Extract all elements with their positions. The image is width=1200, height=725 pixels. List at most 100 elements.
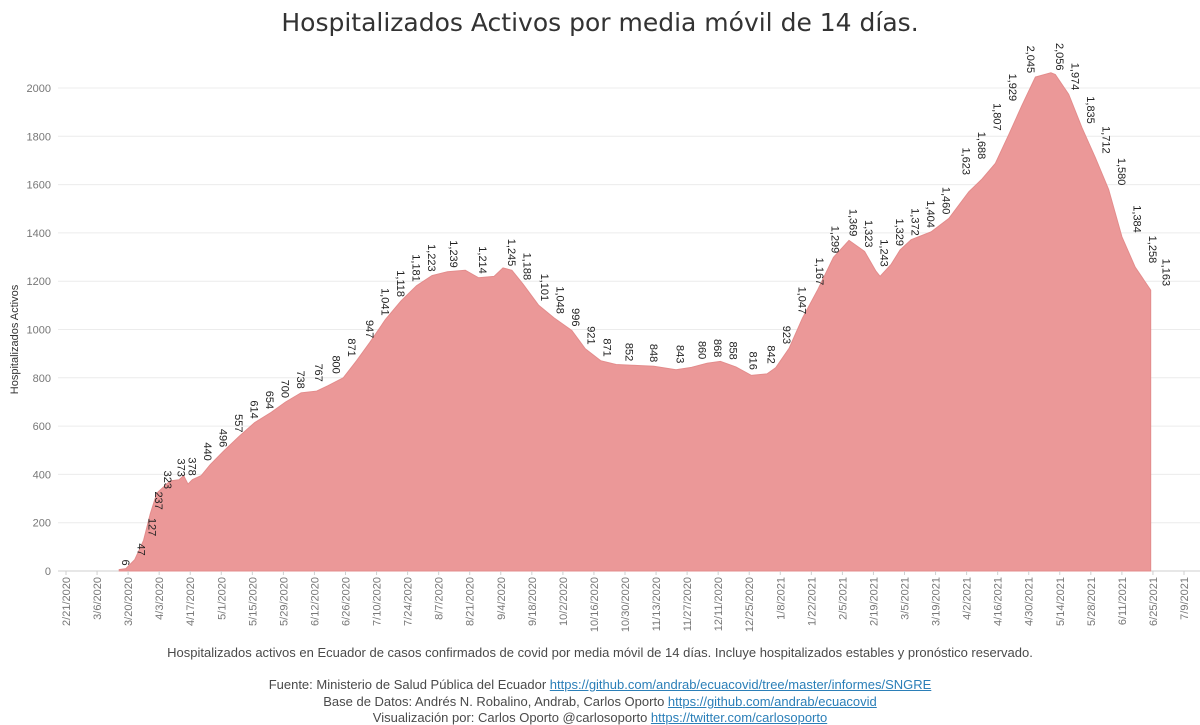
- x-tick-label: 6/11/2021: [1117, 577, 1129, 625]
- x-tick-label: 1/22/2021: [806, 577, 818, 626]
- data-label: 1,047: [796, 287, 808, 315]
- data-label: 871: [600, 338, 612, 356]
- data-label: 1,223: [425, 244, 437, 272]
- y-tick-label: 1800: [27, 131, 51, 143]
- source-link[interactable]: https://github.com/andrab/ecuacovid/tree…: [549, 677, 932, 692]
- data-label: 947: [363, 320, 375, 338]
- data-label: 1,929: [1006, 74, 1018, 102]
- x-tick-label: 10/30/2020: [620, 577, 632, 632]
- source-line: Fuente: Ministerio de Salud Pública del …: [0, 677, 1200, 692]
- data-label: 1,163: [1159, 259, 1171, 287]
- data-label: 440: [201, 442, 213, 460]
- x-tick-label: 12/11/2020: [713, 577, 725, 631]
- data-label: 1,258: [1146, 236, 1158, 264]
- data-label: 1,243: [878, 239, 890, 267]
- data-label: 843: [674, 345, 686, 363]
- data-label: 1,239: [447, 240, 459, 268]
- x-tick-label: 12/25/2020: [744, 577, 756, 632]
- data-label: 1,580: [1115, 158, 1127, 186]
- database-label: Base de Datos: Andrés N. Robalino, Andra…: [323, 694, 668, 709]
- data-label: 1,329: [893, 218, 905, 246]
- data-label: 1,101: [538, 274, 550, 302]
- data-label: 1,384: [1130, 205, 1142, 233]
- x-tick-label: 6/25/2021: [1148, 577, 1160, 626]
- data-label: 127: [146, 518, 158, 536]
- data-label: 1,404: [924, 200, 936, 228]
- x-tick-label: 4/2/2021: [962, 577, 974, 620]
- data-label: 1,245: [505, 239, 517, 267]
- database-line: Base de Datos: Andrés N. Robalino, Andra…: [0, 694, 1200, 709]
- data-label: 871: [345, 338, 357, 356]
- x-tick-label: 3/19/2021: [931, 577, 943, 626]
- data-label: 858: [727, 341, 739, 359]
- y-tick-label: 200: [33, 518, 51, 530]
- data-label: 738: [294, 370, 306, 388]
- data-label: 1,299: [829, 226, 841, 254]
- x-tick-label: 7/10/2020: [372, 577, 384, 626]
- area-chart: 0 200 400 600 800 1000 1200 1400 1600 1800 2000 2/2…: [9, 43, 1200, 632]
- data-label: 1,712: [1099, 126, 1111, 154]
- data-label: 378: [185, 457, 197, 475]
- data-label: 1,048: [554, 286, 566, 314]
- x-tick-label: 4/17/2020: [185, 577, 197, 626]
- x-tick-label: 3/20/2020: [123, 577, 135, 626]
- chart-title: Hospitalizados Activos por media móvil d…: [281, 8, 919, 37]
- data-label: 923: [780, 326, 792, 344]
- y-axis-title: Hospitalizados Activos: [9, 284, 21, 394]
- x-tick-label: 8/21/2020: [465, 577, 477, 626]
- x-tick-label: 4/16/2021: [993, 577, 1005, 626]
- visualization-label: Visualización por: Carlos Oporto @carlos…: [372, 710, 651, 725]
- x-tick-label: 6/26/2020: [341, 577, 353, 626]
- data-label: 1,041: [378, 288, 390, 316]
- y-tick-label: 1200: [27, 276, 51, 288]
- data-label: 2,045: [1024, 46, 1036, 74]
- data-label: 323: [161, 471, 173, 489]
- data-label: 921: [585, 326, 597, 344]
- data-label: 6: [119, 559, 131, 565]
- x-tick-label: 5/29/2020: [278, 577, 290, 626]
- x-tick-label: 9/4/2020: [496, 577, 508, 620]
- data-label: 996: [569, 308, 581, 326]
- database-link[interactable]: https://github.com/andrab/ecuacovid: [667, 694, 877, 709]
- x-tick-label: 11/13/2020: [651, 577, 663, 631]
- y-tick-label: 0: [45, 566, 51, 578]
- data-label: 373: [174, 459, 186, 477]
- x-tick-label: 7/9/2021: [1179, 577, 1191, 620]
- data-label: 1,188: [520, 253, 532, 281]
- y-tick-label: 1600: [27, 180, 51, 192]
- chart-caption: Hospitalizados activos en Ecuador de cas…: [167, 645, 1033, 660]
- x-tick-label: 2/5/2021: [837, 577, 849, 620]
- data-label: 496: [217, 429, 229, 447]
- x-tick-label: 5/14/2021: [1055, 577, 1067, 626]
- data-label: 800: [330, 355, 342, 373]
- data-label: 868: [711, 339, 723, 357]
- data-label: 1,181: [410, 254, 422, 282]
- data-label: 47: [134, 543, 146, 555]
- area-series: [118, 72, 1152, 572]
- visualization-line: Visualización por: Carlos Oporto @carlos…: [0, 710, 1200, 725]
- data-label: 1,214: [476, 246, 488, 274]
- data-label: 654: [263, 391, 275, 409]
- x-tick-label: 6/12/2020: [309, 577, 321, 626]
- visualization-link[interactable]: https://twitter.com/carlosoporto: [650, 710, 828, 725]
- x-tick-label: 10/16/2020: [589, 577, 601, 632]
- data-label: 614: [248, 400, 260, 418]
- x-tick-label: 10/2/2020: [558, 577, 570, 626]
- x-tick-label: 2/21/2020: [61, 577, 73, 626]
- x-tick-label: 7/24/2020: [403, 577, 415, 626]
- x-tick-label: 4/3/2020: [154, 577, 166, 620]
- y-tick-label: 400: [33, 469, 51, 481]
- y-tick-label: 600: [33, 421, 51, 433]
- data-label: 852: [622, 343, 634, 361]
- data-label: 1,369: [847, 209, 859, 237]
- data-label: 1,623: [960, 147, 972, 175]
- data-label: 557: [232, 414, 244, 432]
- data-label: 2,056: [1053, 43, 1065, 71]
- data-label: 842: [764, 345, 776, 363]
- data-label: 816: [747, 352, 759, 370]
- x-tick-label: 5/15/2020: [247, 577, 259, 626]
- data-label: 848: [647, 344, 659, 362]
- x-tick-label: 9/18/2020: [527, 577, 539, 626]
- source-label: Fuente: Ministerio de Salud Pública del …: [268, 677, 550, 692]
- y-tick-label: 1400: [27, 228, 51, 240]
